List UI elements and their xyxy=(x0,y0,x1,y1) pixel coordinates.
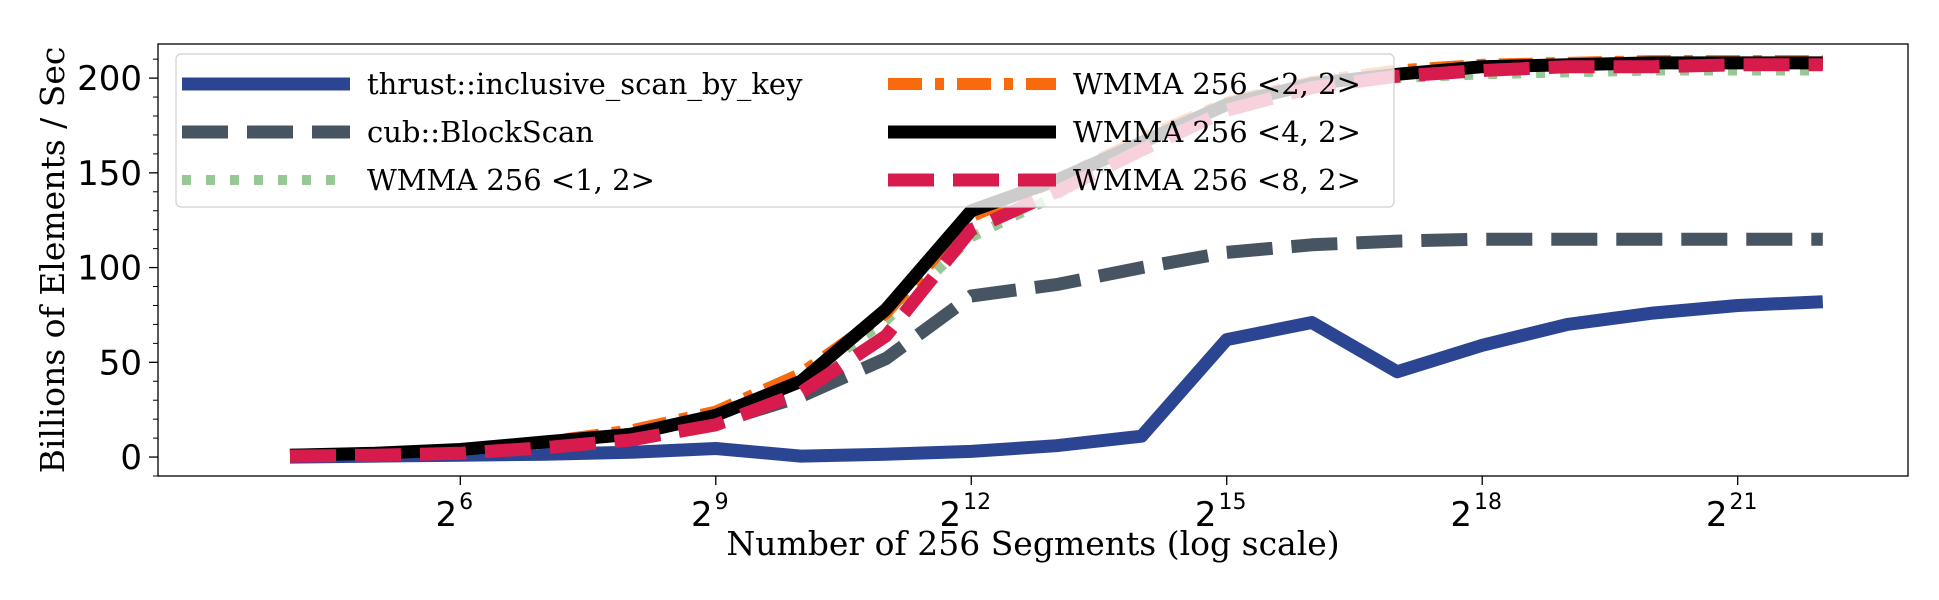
legend-item-1: thrust::inclusive_scan_by_key xyxy=(182,67,803,102)
legend-label: WMMA 256 <8, 2> xyxy=(1073,163,1361,197)
plot-frame xyxy=(157,43,1909,477)
y-axis: 0 50 100 150 200 xyxy=(77,58,158,478)
legend-label: WMMA 256 <1, 2> xyxy=(367,163,655,197)
y-tick-label: 200 xyxy=(77,59,142,99)
y-tick-label: 150 xyxy=(77,154,142,194)
legend-label: cub::BlockScan xyxy=(367,115,594,149)
legend-label: WMMA 256 <4, 2> xyxy=(1073,115,1361,149)
legend: thrust::inclusive_scan_by_keycub::BlockS… xyxy=(175,53,1395,208)
y-axis-label: Billions of Elements / Sec xyxy=(33,47,72,474)
legend-label: thrust::inclusive_scan_by_key xyxy=(367,67,803,102)
series-line-2 xyxy=(289,232,1823,462)
legend-item-6: WMMA 256 <8, 2> xyxy=(888,163,1361,197)
legend-frame xyxy=(175,53,1395,208)
y-tick-label: 100 xyxy=(77,249,142,289)
legend-item-2: cub::BlockScan xyxy=(182,115,594,149)
y-tick-label: 50 xyxy=(99,343,142,383)
x-axis-label: Number of 256 Segments (log scale) xyxy=(726,524,1339,563)
y-tick-label: 0 xyxy=(120,438,142,478)
series-line-1 xyxy=(289,295,1824,464)
legend-label: WMMA 256 <2, 2> xyxy=(1073,67,1361,101)
legend-item-3: WMMA 256 <1, 2> xyxy=(182,163,655,197)
legend-item-4: WMMA 256 <2, 2> xyxy=(888,67,1361,101)
legend-item-5: WMMA 256 <4, 2> xyxy=(888,115,1361,149)
x-tick-label: 221 xyxy=(1706,490,1758,535)
